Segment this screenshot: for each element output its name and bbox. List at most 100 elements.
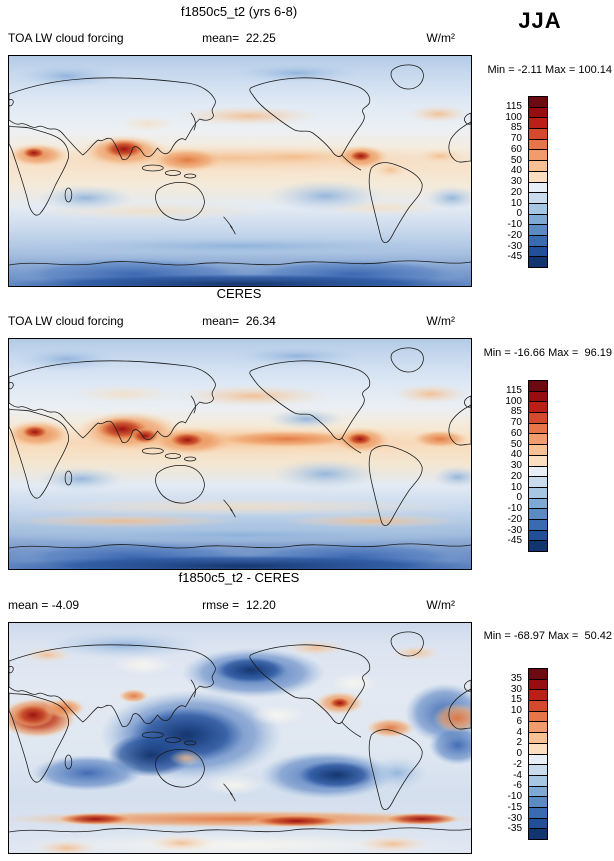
colorbar-tick-label: 60 — [510, 427, 522, 439]
obs-subtitle-row: TOA LW cloud forcing mean= 26.34 W/m² — [8, 314, 470, 329]
colorbar-tick-label: -30 — [507, 240, 522, 252]
colorbar-cell — [529, 498, 547, 510]
diff-map-svg — [9, 623, 471, 853]
colorbar-cell — [529, 477, 547, 488]
colorbar-cell — [529, 733, 547, 744]
colorbar-tick-label: -2 — [513, 758, 522, 770]
obs-units-label: W/m² — [426, 314, 455, 328]
colorbar-cell — [529, 829, 547, 839]
colorbar-cell — [529, 150, 547, 162]
colorbar-tick-label: -15 — [507, 801, 522, 813]
colorbar-tick-label: -45 — [507, 251, 522, 263]
colorbar-tick-label: -20 — [507, 513, 522, 525]
colorbar-cell — [529, 679, 547, 691]
colorbar-tick-label: 115 — [506, 384, 522, 396]
colorbar-cell — [529, 171, 547, 183]
colorbar-tick-label: 15 — [510, 694, 522, 706]
colorbar-tick-label: -6 — [513, 780, 522, 792]
colorbar-tick-label: 0 — [516, 748, 522, 759]
colorbar-strip — [528, 96, 548, 268]
colorbar-tick-label: 70 — [510, 417, 522, 428]
obs-variable-label: TOA LW cloud forcing — [8, 314, 124, 328]
model-panel-title: f1850c5_t2 (yrs 6-8) — [180, 4, 298, 19]
colorbar-tick-label: 35 — [510, 672, 522, 684]
obs-panel-title: CERES — [216, 286, 262, 301]
colorbar-cell — [529, 161, 547, 172]
colorbar-cell — [529, 669, 547, 680]
colorbar-tick-label: -30 — [507, 812, 522, 824]
colorbar-cell — [529, 743, 547, 755]
colorbar-tick-label: 0 — [516, 208, 522, 220]
colorbar-cell — [529, 193, 547, 204]
colorbar-tick-label: 4 — [516, 726, 522, 738]
colorbar-cell — [529, 487, 547, 499]
colorbar-strip — [528, 380, 548, 552]
model-units-label: W/m² — [426, 31, 455, 45]
model-map-svg — [9, 56, 471, 286]
colorbar-tick-label: -35 — [507, 823, 522, 835]
colorbar-cell — [529, 754, 547, 766]
colorbar-cell — [529, 455, 547, 467]
colorbar-tick-label: 10 — [510, 197, 522, 209]
model-mean-label: mean= 22.25 — [202, 31, 276, 45]
colorbar-cell — [529, 381, 547, 392]
colorbar-cell — [529, 118, 547, 130]
colorbar-tick-label: 30 — [510, 176, 522, 187]
colorbar-tick-label: 2 — [516, 737, 522, 749]
colorbar-cell — [529, 423, 547, 435]
colorbar-tick-label: 50 — [510, 438, 522, 450]
colorbar-cell — [529, 257, 547, 267]
colorbar-tick-label: 10 — [510, 705, 522, 716]
colorbar-tick-label: -45 — [507, 535, 522, 547]
diff-rmse-label: rmse = 12.20 — [202, 598, 276, 612]
colorbar-cell — [529, 214, 547, 226]
colorbar-cell — [529, 786, 547, 798]
colorbar-cell — [529, 818, 547, 830]
colorbar-cell — [529, 541, 547, 551]
colorbar-cell — [529, 530, 547, 542]
colorbar-tick-label: 70 — [510, 133, 522, 144]
diff-colorbar: 35 30 15 10 6 4 2 0 -2 -4 -6 -10 -15 -30 -35 — [490, 668, 548, 840]
colorbar-cell — [529, 203, 547, 215]
colorbar-cell — [529, 519, 547, 531]
colorbar-cell — [529, 97, 547, 108]
colorbar-tick-label: 40 — [510, 165, 522, 177]
colorbar-tick-label: 60 — [510, 143, 522, 155]
colorbar-tick-label: 0 — [516, 492, 522, 504]
colorbar-tick-label: -10 — [507, 791, 522, 802]
colorbar-tick-label: 85 — [510, 406, 522, 418]
colorbar-cell — [529, 797, 547, 808]
colorbar-cell — [529, 466, 547, 478]
model-map — [8, 55, 472, 287]
colorbar-cell — [529, 690, 547, 702]
colorbar-tick-label: 30 — [510, 683, 522, 695]
obs-colorbar: 115 100 85 70 60 50 40 30 20 10 0 -10 -20 -30 -45 — [490, 380, 548, 552]
colorbar-tick-label: 10 — [510, 481, 522, 493]
obs-map-svg — [9, 339, 471, 569]
model-colorbar: 115 100 85 70 60 50 40 30 20 10 0 -10 -20 -30 -45 — [490, 96, 548, 268]
colorbar-cell — [529, 391, 547, 403]
colorbar-tick-label: 20 — [510, 470, 522, 482]
diff-units-label: W/m² — [426, 598, 455, 612]
colorbar-cell — [529, 235, 547, 247]
colorbar-strip — [528, 668, 548, 840]
diff-minmax-label: Min = -68.97 Max = 50.42 — [483, 630, 612, 642]
colorbar-cell — [529, 413, 547, 424]
colorbar-tick-label: 40 — [510, 449, 522, 461]
colorbar-tick-label: 100 — [505, 395, 522, 407]
colorbar-tick-label: -10 — [507, 219, 522, 230]
colorbar-cell — [529, 509, 547, 520]
season-label: JJA — [518, 8, 562, 33]
model-minmax-label: Min = -2.11 Max = 100.14 — [487, 64, 612, 76]
colorbar-cell — [529, 225, 547, 236]
colorbar-cell — [529, 807, 547, 819]
colorbar-cell — [529, 775, 547, 787]
colorbar-tick-label: 30 — [510, 460, 522, 471]
colorbar-tick-label: -4 — [513, 769, 522, 781]
colorbar-cell — [529, 445, 547, 456]
colorbar-tick-label: 115 — [506, 100, 522, 112]
colorbar-cell — [529, 107, 547, 119]
colorbar-cell — [529, 139, 547, 151]
colorbar-cell — [529, 765, 547, 776]
